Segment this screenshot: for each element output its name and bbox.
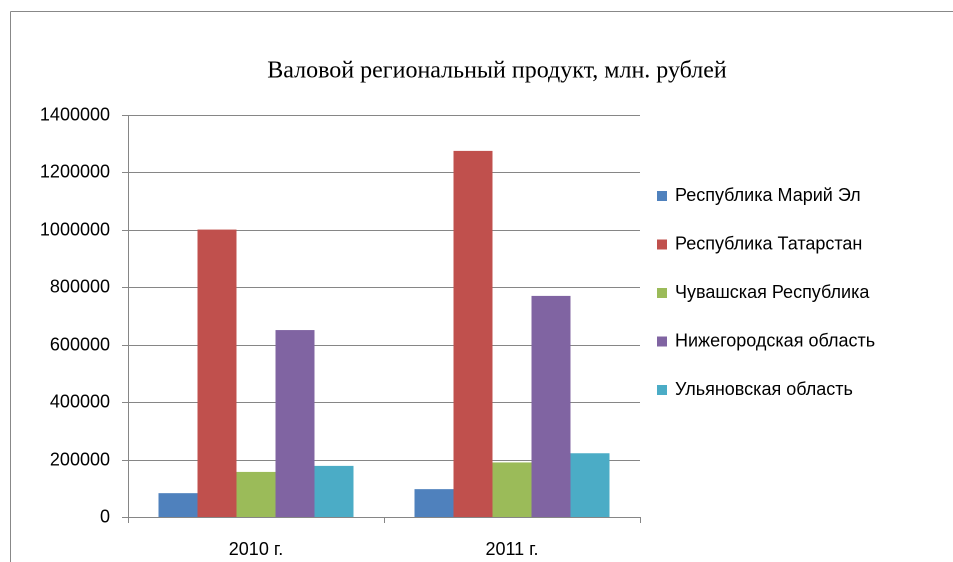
y-tick-label: 200000: [50, 449, 110, 469]
bar: [570, 453, 610, 517]
legend-swatch: [657, 385, 667, 395]
bar: [453, 150, 493, 517]
bar: [236, 471, 276, 517]
y-tick-label: 1200000: [40, 161, 110, 181]
y-tick-label: 1400000: [40, 104, 110, 124]
bar: [492, 462, 532, 517]
legend-swatch: [657, 191, 667, 201]
chart-title: Валовой региональный продукт, млн. рубле…: [267, 58, 727, 84]
legend-swatch: [657, 239, 667, 250]
bar: [531, 295, 571, 517]
bar: [314, 465, 354, 517]
bar: [197, 229, 237, 517]
x-tick-label: 2010 г.: [229, 539, 283, 559]
x-tick-label: 2011 г.: [485, 539, 538, 559]
bar: [414, 489, 454, 517]
y-tick-label: 600000: [50, 334, 110, 354]
legend-label: Нижегородская область: [675, 330, 875, 350]
legend-label: Республика Татарстан: [675, 233, 862, 253]
legend-swatch: [657, 336, 667, 347]
y-tick-label: 1000000: [40, 219, 110, 239]
y-tick-label: 800000: [50, 276, 110, 296]
bar: [158, 493, 198, 517]
legend-label: Ульяновская область: [675, 379, 853, 399]
legend-label: Республика Марий Эл: [675, 185, 861, 205]
y-tick-label: 0: [100, 506, 110, 526]
legend-label: Чувашская Республика: [675, 282, 870, 302]
bar: [275, 330, 315, 517]
legend-swatch: [657, 288, 667, 298]
y-tick-label: 400000: [50, 391, 110, 411]
